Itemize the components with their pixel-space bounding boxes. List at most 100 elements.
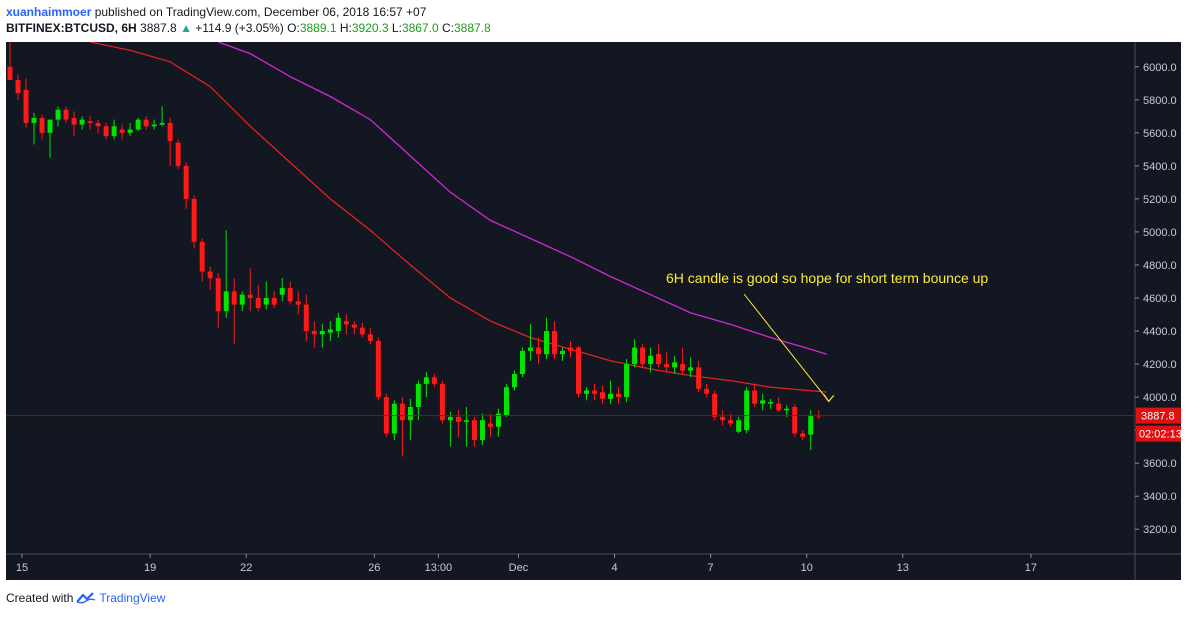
candle-body [784, 408, 790, 411]
candle-body [47, 119, 53, 133]
candle-body [167, 122, 173, 142]
candle-body [375, 340, 381, 398]
candle-body [135, 119, 141, 130]
candle-body [103, 126, 109, 137]
candle-body [199, 241, 205, 272]
x-tick-label: 22 [240, 562, 252, 574]
candle-body [511, 373, 517, 388]
open-value: 3889.1 [299, 21, 337, 35]
candle-body [584, 390, 589, 394]
candle-body [463, 420, 469, 422]
candle-body [672, 362, 678, 368]
tradingview-brand-link[interactable]: TradingView [99, 591, 166, 605]
candles [7, 42, 822, 457]
candle-body [407, 407, 413, 421]
candle-body [487, 423, 493, 427]
candle-body [720, 416, 726, 421]
candle-body [63, 109, 69, 120]
candle-body [568, 347, 573, 351]
slow-moving-average-line [217, 42, 827, 355]
candle-body [303, 304, 309, 332]
candle-body [159, 122, 165, 125]
candle-body [71, 117, 77, 125]
tradingview-logo-icon [76, 592, 96, 604]
countdown-badge [1136, 425, 1181, 442]
candle-body [367, 334, 373, 341]
candle-body [519, 350, 525, 374]
countdown-label: 02:02:13 [1139, 429, 1181, 441]
candle-body [664, 364, 670, 368]
candle-body [656, 354, 662, 365]
ohlc-line: BITFINEX:BTCUSD, 6H 3887.8 ▲ +114.9 (+3.… [6, 20, 491, 36]
candle-body [295, 301, 301, 305]
y-tick-label: 4800.0 [1143, 260, 1177, 272]
low-value: 3867.0 [401, 21, 439, 35]
y-tick-label: 4400.0 [1143, 326, 1177, 338]
candle-body [712, 393, 718, 417]
open-label: O: [287, 21, 300, 35]
candle-body [127, 129, 133, 133]
candle-body [776, 403, 782, 411]
candle-body [391, 403, 397, 434]
candle-body [640, 347, 646, 365]
candle-body [632, 347, 638, 365]
candle-body [359, 327, 365, 335]
candle-body [423, 377, 429, 384]
candle-body [680, 364, 686, 371]
candle-body [255, 298, 261, 308]
candle-body [728, 420, 734, 424]
candle-body [231, 291, 237, 305]
y-tick-label: 4200.0 [1143, 359, 1177, 371]
x-tick-label: 17 [1025, 562, 1037, 574]
candle-body [471, 420, 477, 441]
chart-header: xuanhaimmoer published on TradingView.co… [6, 4, 491, 36]
candle-body [439, 383, 445, 421]
x-tick-label: 7 [708, 562, 714, 574]
candle-body [7, 66, 13, 80]
candle-body [351, 324, 357, 328]
candle-body [191, 198, 197, 242]
candle-body [503, 387, 509, 416]
candle-body [111, 126, 117, 137]
candle-body [696, 367, 702, 389]
candle-body [415, 383, 421, 408]
y-tick-label: 3600.0 [1143, 458, 1177, 470]
candle-body [239, 294, 245, 305]
candle-body [560, 350, 565, 355]
close-label: C: [441, 21, 454, 35]
y-tick-label: 5600.0 [1143, 128, 1177, 140]
x-tick-label: 26 [368, 562, 380, 574]
candle-body [87, 121, 93, 123]
candle-body [263, 298, 269, 305]
candle-body [207, 271, 213, 279]
price-chart[interactable]: 3200.03400.03600.03800.04000.04200.04400… [6, 42, 1181, 580]
high-label: H: [339, 21, 352, 35]
footer: Created with TradingView [6, 591, 165, 605]
candle-body [808, 415, 814, 435]
candle-body [311, 331, 317, 335]
x-tick-label: Dec [509, 562, 529, 574]
author-link[interactable]: xuanhaimmoer [6, 5, 92, 19]
candle-body [616, 393, 622, 398]
candle-body [608, 393, 614, 399]
candle-body [175, 142, 181, 166]
candle-body [592, 390, 598, 394]
candle-body [495, 413, 501, 427]
candle-body [431, 377, 437, 384]
chart-background [6, 42, 1181, 580]
candle-body [247, 294, 253, 298]
publish-line: xuanhaimmoer published on TradingView.co… [6, 4, 491, 20]
candle-body [319, 331, 325, 335]
candle-body [792, 407, 798, 434]
candle-body [39, 117, 45, 133]
candle-body [768, 402, 774, 404]
candle-body [343, 321, 349, 325]
x-tick-label: 15 [16, 562, 28, 574]
x-tick-label: 4 [611, 562, 617, 574]
low-label: L: [391, 21, 402, 35]
close-value: 3887.8 [453, 21, 491, 35]
candle-body [688, 367, 694, 371]
candle-body [151, 124, 157, 127]
candle-body [576, 347, 581, 394]
candle-body [119, 129, 125, 133]
